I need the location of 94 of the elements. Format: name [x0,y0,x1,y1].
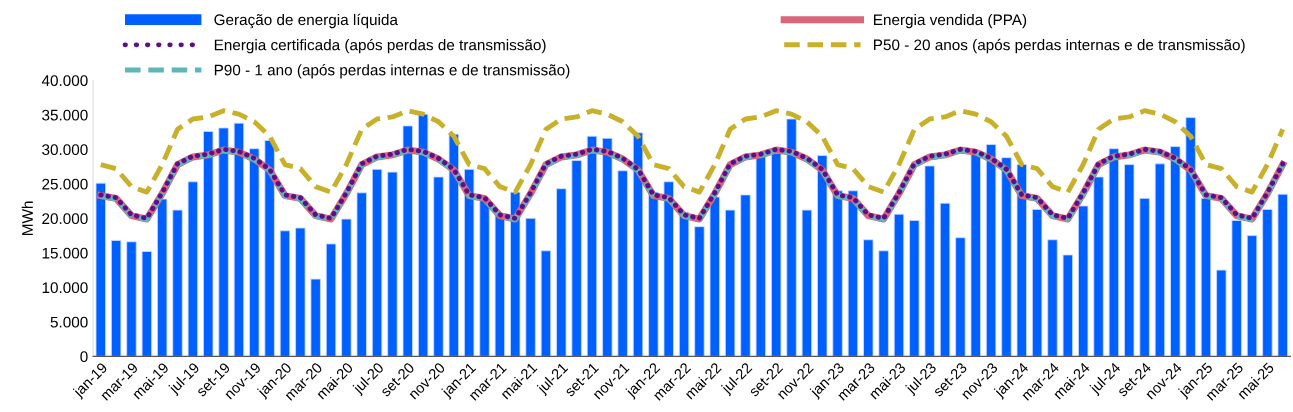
bar [939,202,951,357]
bar [387,171,398,357]
bar [878,250,889,357]
y-tick-label: 15.000 [42,247,88,259]
legend-label: Energia vendida (PPA) [874,13,1027,29]
bar [479,198,490,357]
bar [356,192,367,357]
bar [417,113,429,357]
bar [1246,235,1258,357]
bar [325,243,337,357]
bar [771,153,782,357]
bar [571,159,582,357]
bar [1078,205,1089,357]
bar [694,226,705,357]
bar [1216,269,1227,357]
bar [494,213,506,357]
bar [1108,148,1120,357]
bar [1093,176,1104,357]
bar [801,209,813,357]
y-tick-label: 0 [80,351,88,363]
bar [955,237,966,357]
y-tick-label: 25.000 [42,178,88,190]
bar [126,241,137,357]
bar [863,239,874,357]
bar [110,240,122,357]
bar [1277,193,1288,357]
bar [648,191,659,357]
bar [985,144,997,357]
bar [678,211,690,357]
bar [249,148,260,357]
bar [310,278,321,357]
bar [1001,157,1012,357]
bar [556,188,567,357]
bar [1016,164,1027,357]
bar [203,130,214,357]
bar [295,227,306,357]
bar [402,125,413,357]
bar [510,191,521,357]
bar [755,155,767,357]
bar [1231,220,1242,357]
bar [448,133,459,357]
bar [832,190,843,357]
bar [218,127,229,357]
line-series [98,108,1286,195]
bar [371,168,383,357]
bar [1200,197,1212,357]
bar [970,153,981,357]
bar [924,165,935,357]
y-tick-label: 20.000 [42,213,88,225]
bar [540,250,552,357]
y-tick-label: 10.000 [42,282,88,294]
bar [433,176,444,357]
bar [341,218,352,357]
bar [1185,117,1196,357]
bar [1262,208,1273,357]
legend-label: P90 - 1 ano (após perdas internas e de transmissão) [214,64,570,79]
legend-label: P50 - 20 anos (após perdas internas e de transmissão) [874,38,1245,54]
bar [279,230,291,357]
bar [1031,208,1043,357]
bar [709,196,720,357]
bar [464,168,475,357]
bar [187,181,199,357]
bar [586,135,598,357]
y-tick-label: 30.000 [42,144,88,156]
bar [1139,197,1150,357]
bar [602,137,613,357]
y-tick-label: 40.000 [41,75,88,87]
bar [847,190,859,357]
bar [1154,163,1166,357]
legend-label: Geração de energia líquida [214,13,398,29]
bar [817,155,828,357]
bar [909,220,920,357]
bar [156,198,168,357]
bar [1047,239,1058,357]
y-axis-title: MWh [21,201,33,235]
bar [632,132,644,357]
bar [172,209,183,357]
bar [617,170,628,357]
bar [1062,254,1074,357]
legend-label: Energia certificada (após perdas de transmissão) [214,38,546,54]
bar [233,122,245,357]
bar [786,118,797,357]
y-tick-label: 5.000 [50,316,88,328]
bar [724,209,736,357]
bar [893,213,905,357]
bar [1170,146,1181,357]
bar [1124,164,1135,357]
bar [264,139,275,357]
bar [740,194,751,357]
bar [525,217,536,357]
bar [95,182,106,357]
bar [141,251,152,357]
bar [663,181,674,357]
y-tick-label: 35.000 [42,109,88,121]
